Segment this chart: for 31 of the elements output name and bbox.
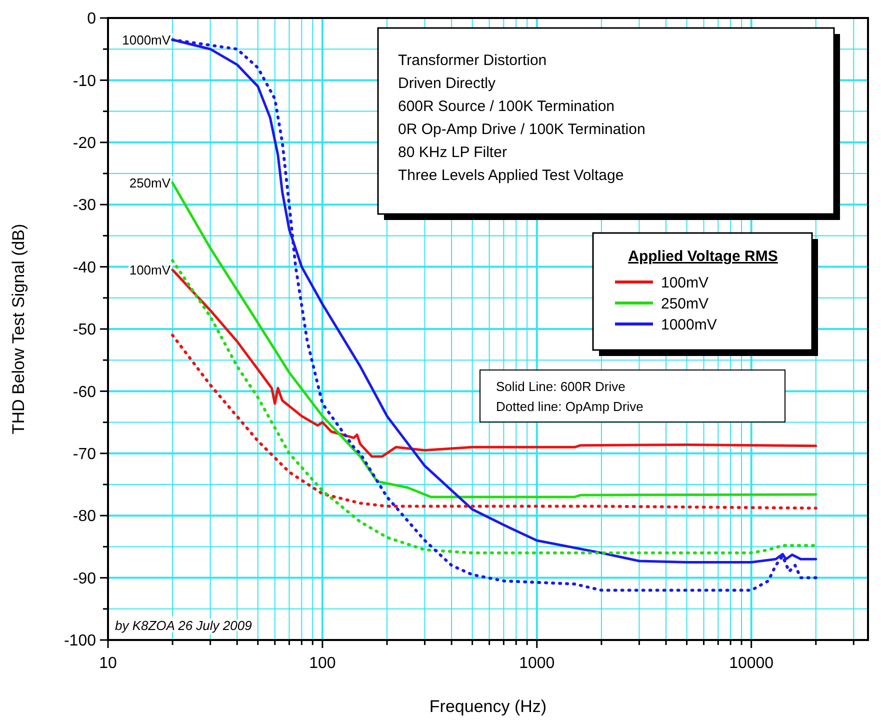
y-tick-label: -30 [72, 197, 96, 214]
legend-title: Applied Voltage RMS [628, 248, 778, 265]
x-tick-label: 10000 [729, 655, 774, 672]
text: Transformer Distortion [398, 52, 547, 69]
x-tick-label: 10 [99, 655, 117, 672]
y-axis-title: THD Below Test Signal (dB) [9, 224, 28, 434]
y-tick-label: -100 [64, 632, 96, 650]
x-axis-title: Frequency (Hz) [429, 697, 547, 716]
x-tick-label: 100 [309, 655, 336, 672]
annotation: Three Levels Applied Test Voltage [398, 167, 624, 184]
y-tick-label: -90 [72, 570, 96, 588]
y-tick-label: -20 [72, 135, 96, 152]
legend-label: 100mV [661, 274, 709, 292]
y-tick-label: -60 [72, 384, 96, 401]
annotation: 600R Source / 100K Termination [398, 98, 615, 115]
annotation: 250mV [129, 175, 171, 190]
y-tick-label: -70 [72, 446, 96, 463]
annotation: 80 KHz LP Filter [398, 144, 507, 161]
annotation: Driven Directly [398, 75, 496, 92]
legend-label: 1000mV [661, 316, 717, 334]
annotation: 1000mV [122, 32, 171, 48]
y-tick-label: -10 [72, 72, 96, 90]
annotation: Solid Line: 600R Drive [496, 379, 626, 394]
legend-label: 250mV [661, 295, 709, 312]
y-tick-label: 0 [87, 10, 96, 28]
x-tick-label: 1000 [519, 655, 555, 672]
annotation: 0R Op-Amp Drive / 100K Termination [398, 121, 646, 138]
y-tick-label: -50 [72, 322, 96, 339]
y-tick-label: -40 [72, 259, 96, 276]
annotation: Dotted line: OpAmp Drive [496, 399, 644, 414]
y-tick-label: -80 [72, 508, 96, 526]
